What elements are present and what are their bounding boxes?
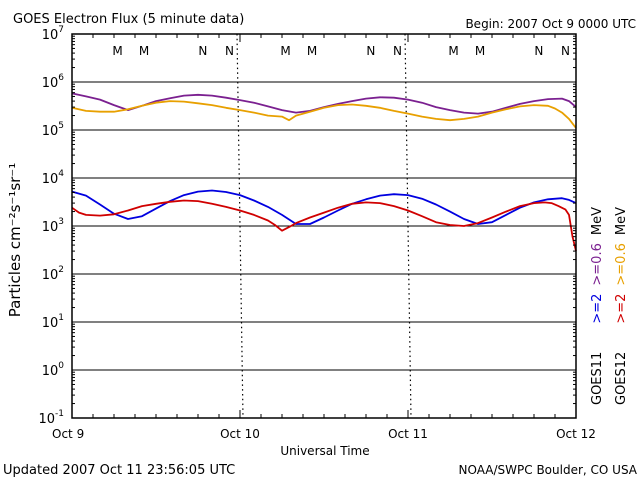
y-tick-exponent: 0 — [58, 361, 64, 371]
y-axis-label: Particles cm⁻²s⁻¹sr⁻¹ — [6, 163, 24, 317]
series-line — [71, 92, 577, 115]
mn-marker: M — [307, 44, 317, 58]
series-line — [71, 199, 577, 252]
legend-entry: GOES11 >=2 >=0.6 MeV — [590, 207, 605, 405]
begin-time-label: Begin: 2007 Oct 9 0000 UTC — [465, 17, 636, 31]
legend-satellite: GOES12 — [614, 352, 629, 405]
updated-timestamp: Updated 2007 Oct 11 23:56:05 UTC — [3, 463, 235, 478]
day-separator — [404, 33, 412, 419]
legend: GOES11 >=2 >=0.6 MeV GOES12 >=2 >=0.6 MeV — [590, 207, 629, 405]
mn-marker: M — [280, 44, 290, 58]
mn-marker: M — [112, 44, 122, 58]
y-tick-label: 105 — [42, 121, 64, 139]
legend-entry: GOES12 >=2 >=0.6 MeV — [614, 207, 629, 405]
y-tick-label: 102 — [42, 265, 64, 283]
mn-marker: M — [448, 44, 458, 58]
legend-channel: >=2 — [590, 294, 605, 324]
day-separators — [236, 33, 412, 419]
x-tick-label: Oct 11 — [388, 427, 428, 441]
y-tick-label: 101 — [42, 313, 64, 331]
y-tick-base: 10 — [42, 268, 59, 283]
y-tick-base: 10 — [42, 28, 59, 43]
y-tick-exponent: 5 — [58, 121, 64, 131]
credit-label: NOAA/SWPC Boulder, CO USA — [459, 463, 638, 477]
y-tick-label: 103 — [42, 217, 64, 235]
y-tick-label: 10-1 — [38, 409, 64, 427]
y-tick-label: 100 — [42, 361, 65, 379]
mn-marker: N — [198, 44, 207, 58]
y-tick-base: 10 — [42, 172, 59, 187]
x-tick-label: Oct 9 — [52, 427, 84, 441]
legend-channel: >=2 — [614, 294, 629, 324]
legend-unit: MeV — [614, 207, 629, 235]
y-tick-base: 10 — [42, 364, 59, 379]
y-tick-base: 10 — [42, 220, 59, 235]
y-tick-label: 107 — [42, 25, 64, 43]
y-tick-base: 10 — [42, 124, 59, 139]
x-axis-label: Universal Time — [280, 444, 369, 458]
mn-marker: N — [366, 44, 375, 58]
y-tick-label: 104 — [42, 169, 65, 187]
y-tick-exponent: 1 — [58, 313, 64, 323]
y-tick-label: 106 — [42, 73, 65, 91]
y-tick-exponent: 6 — [58, 73, 64, 83]
plot-frame — [71, 33, 577, 419]
y-tick-exponent: 7 — [58, 25, 64, 35]
y-tick-exponent: 2 — [58, 265, 64, 275]
mn-marker: N — [393, 44, 402, 58]
y-tick-exponent: 3 — [58, 217, 64, 227]
legend-channel2: >=0.6 — [614, 243, 629, 285]
y-tick-base: 10 — [42, 76, 59, 91]
y-tick-base: 10 — [42, 316, 59, 331]
mn-marker: N — [534, 44, 543, 58]
y-tick-exponent: 4 — [58, 169, 64, 179]
mn-marker: N — [561, 44, 570, 58]
series-lines — [71, 92, 577, 252]
legend-satellite: GOES11 — [590, 352, 605, 405]
y-tick-exponent: -1 — [55, 409, 64, 419]
x-tick-label: Oct 10 — [220, 427, 260, 441]
day-separator — [236, 33, 244, 419]
legend-channel2: >=0.6 — [590, 243, 605, 285]
x-tick-label: Oct 12 — [556, 427, 596, 441]
mn-marker: M — [139, 44, 149, 58]
x-axis-ticks: Oct 9 Oct 10 Oct 11 Oct 12 — [52, 34, 596, 441]
mn-marker: M — [475, 44, 485, 58]
y-tick-base: 10 — [38, 412, 55, 427]
series-line — [71, 189, 577, 225]
series-line — [71, 100, 577, 129]
legend-unit: MeV — [590, 207, 605, 235]
chart-title: GOES Electron Flux (5 minute data) — [13, 12, 244, 27]
mn-marker: N — [225, 44, 234, 58]
